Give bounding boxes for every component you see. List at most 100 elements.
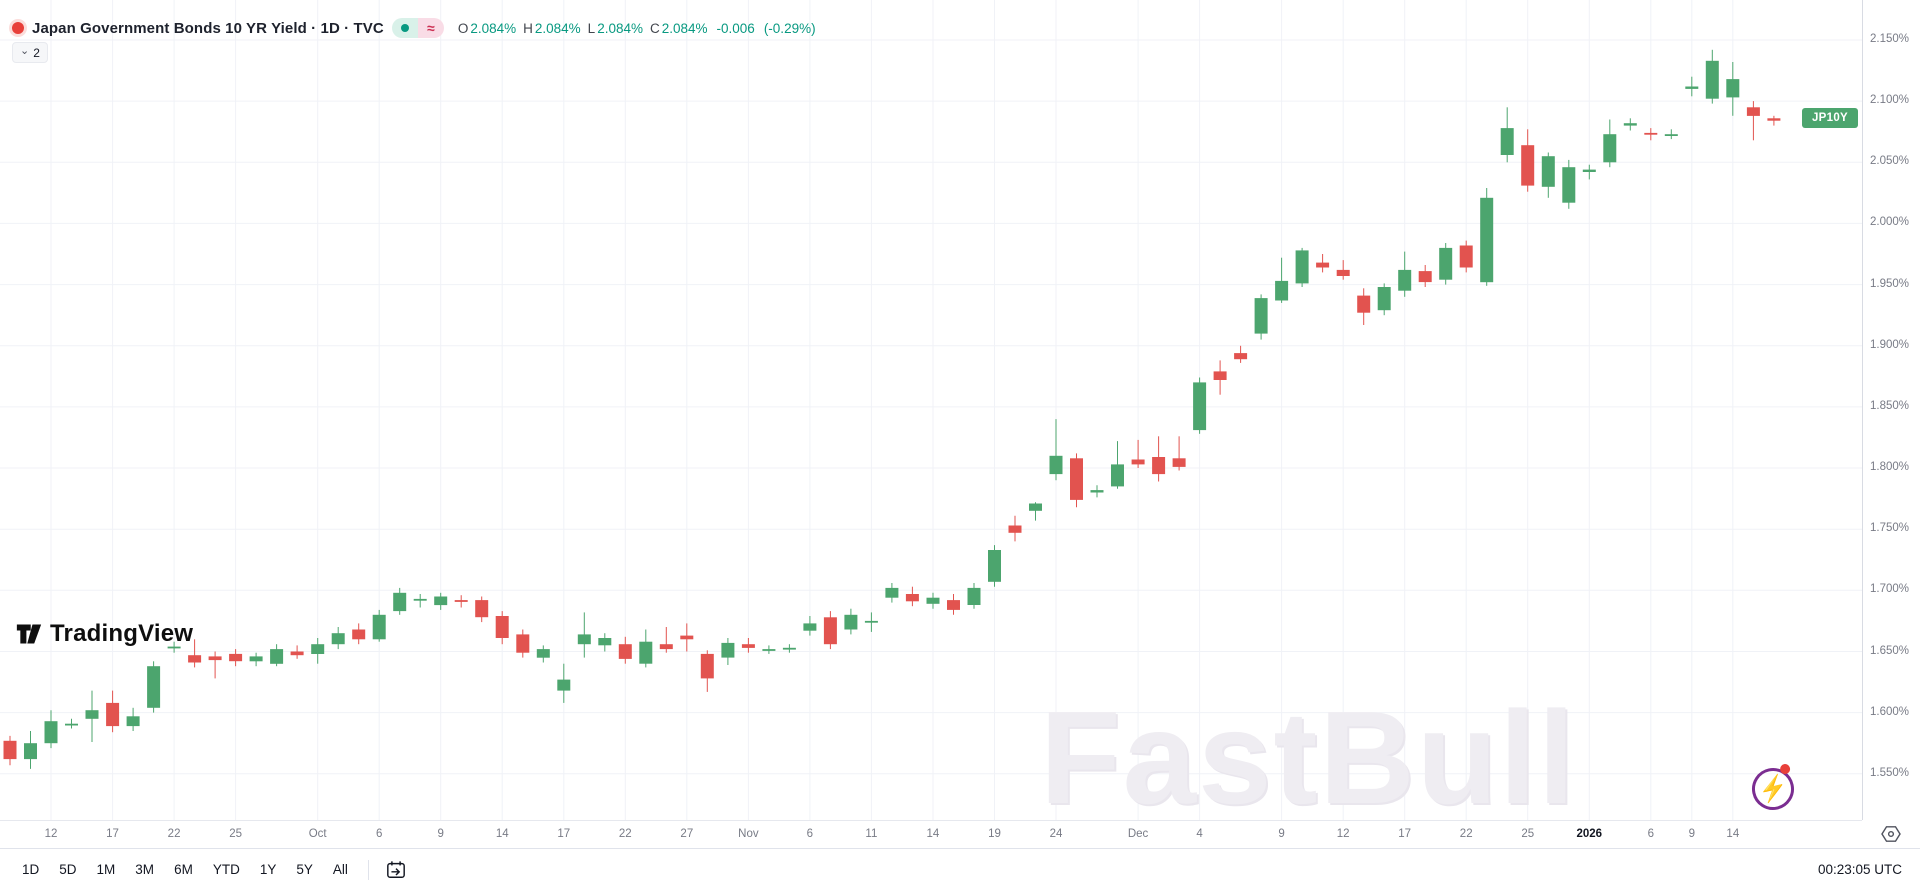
range-button-1d[interactable]: 1D	[12, 856, 49, 884]
candle-body	[372, 614, 386, 640]
time-tick-label: Nov	[738, 828, 759, 840]
candle-body	[1644, 132, 1658, 135]
range-button-1m[interactable]: 1M	[87, 856, 126, 884]
candle-up	[803, 616, 817, 636]
range-button-3m[interactable]: 3M	[125, 856, 164, 884]
time-axis[interactable]: 12 17 22 25 Oct 6 9 14 17 22 27 Nov 6 11 14 19 24 Dec 4 9 12…	[0, 820, 1862, 848]
candle-down	[1459, 240, 1473, 273]
candle-body	[1172, 458, 1186, 467]
candle-down	[1234, 345, 1248, 363]
range-button-ytd[interactable]: YTD	[203, 856, 250, 884]
range-button-5d[interactable]: 5D	[49, 856, 86, 884]
candle-body	[167, 646, 181, 649]
candle-body	[1090, 490, 1104, 493]
candle-body	[598, 638, 612, 646]
candle-down	[290, 645, 304, 659]
market-status-pill[interactable]: ≈	[391, 18, 444, 38]
candle-down	[700, 650, 714, 692]
close-value: 2.084%	[661, 20, 708, 36]
candle-body	[434, 596, 448, 606]
candle-body	[1193, 382, 1207, 431]
live-dot-icon	[12, 22, 24, 34]
time-tick-label: 6	[375, 828, 383, 840]
candle-body	[1664, 134, 1678, 136]
candle-down	[1008, 515, 1022, 542]
low-label: L	[587, 20, 596, 36]
candle-body	[1500, 128, 1514, 155]
candle-up	[1377, 283, 1391, 316]
price-tick-label: 2.100%	[1870, 94, 1910, 107]
green-dot-icon	[400, 24, 409, 32]
candle-up	[598, 633, 612, 652]
candle-body	[639, 641, 653, 664]
candle-body	[1008, 525, 1022, 533]
go-to-date-button[interactable]	[379, 856, 413, 884]
candle-up	[1480, 188, 1494, 286]
candle-body	[1685, 86, 1699, 89]
candle-body	[1418, 271, 1432, 283]
candle-up	[1111, 441, 1124, 489]
time-tick-label: 9	[1278, 828, 1285, 840]
candlestick-chart[interactable]	[0, 0, 1862, 820]
tradingview-logo-text: TradingView	[50, 620, 194, 647]
candle-up	[1562, 159, 1576, 209]
candle-up	[434, 592, 448, 610]
candle-up	[393, 587, 407, 615]
candle-down	[1746, 101, 1760, 141]
candle-body	[1726, 79, 1740, 98]
candle-up	[331, 627, 345, 650]
candle-down	[454, 595, 468, 608]
candle-body	[24, 743, 37, 760]
symbol-title[interactable]: Japan Government Bonds 10 YR Yield · 1D …	[32, 19, 384, 37]
candle-up	[721, 638, 735, 665]
range-button-all[interactable]: All	[323, 856, 358, 884]
candle-down	[1418, 265, 1432, 287]
candle-up	[926, 592, 940, 609]
range-button-1y[interactable]: 1Y	[250, 856, 287, 884]
candle-up	[577, 612, 591, 658]
candle-up	[311, 638, 325, 664]
price-axis[interactable]: 2.150% 2.100% 2.050% 2.000% 1.950% 1.900% 1.85…	[1862, 0, 1920, 848]
candle-body	[1398, 269, 1412, 291]
utc-clock[interactable]: 00:23:05 UTC	[1817, 862, 1902, 877]
candle-body	[618, 644, 632, 659]
candle-body	[1705, 60, 1719, 99]
price-tick-label: 2.150%	[1870, 33, 1910, 45]
candle-body	[577, 634, 591, 645]
candle-body	[106, 702, 120, 727]
candle-body	[311, 644, 325, 654]
candle-up	[844, 608, 858, 635]
time-tick-label: 6	[1647, 828, 1654, 840]
candle-body	[659, 644, 673, 650]
candle-body	[1357, 295, 1371, 313]
time-tick-label: Oct	[308, 828, 327, 840]
candle-up	[1623, 118, 1637, 131]
time-tick-label: 12	[1336, 828, 1350, 840]
candle-up	[536, 645, 550, 663]
price-tick-label: 1.750%	[1870, 522, 1910, 535]
time-tick-label: 19	[988, 828, 1001, 840]
tradingview-attribution[interactable]: TradingView	[16, 620, 193, 648]
candle-up	[885, 583, 899, 603]
candle-body	[1111, 464, 1124, 487]
range-button-6m[interactable]: 6M	[164, 856, 203, 884]
scale-settings-button[interactable]	[1862, 820, 1920, 848]
candle-down	[1172, 436, 1186, 471]
range-button-5y[interactable]: 5Y	[286, 856, 323, 884]
candle-up	[413, 594, 427, 608]
time-tick-label: 12	[44, 828, 58, 840]
candle-down	[516, 629, 530, 658]
candle-body	[1295, 250, 1309, 284]
price-tick-label: 1.800%	[1870, 461, 1910, 474]
candle-up	[1582, 164, 1596, 180]
candle-down	[1070, 453, 1083, 508]
candle-down	[1336, 260, 1350, 280]
candle-up	[44, 710, 58, 749]
candle-up	[1603, 119, 1617, 168]
change-percent: (-0.29%)	[763, 20, 816, 36]
candle-body	[947, 600, 960, 610]
candle-down	[1767, 115, 1781, 126]
candle-down	[1152, 436, 1166, 482]
candle-body	[475, 600, 489, 618]
objects-tree-toggle[interactable]: ⌄ 2	[12, 42, 48, 63]
